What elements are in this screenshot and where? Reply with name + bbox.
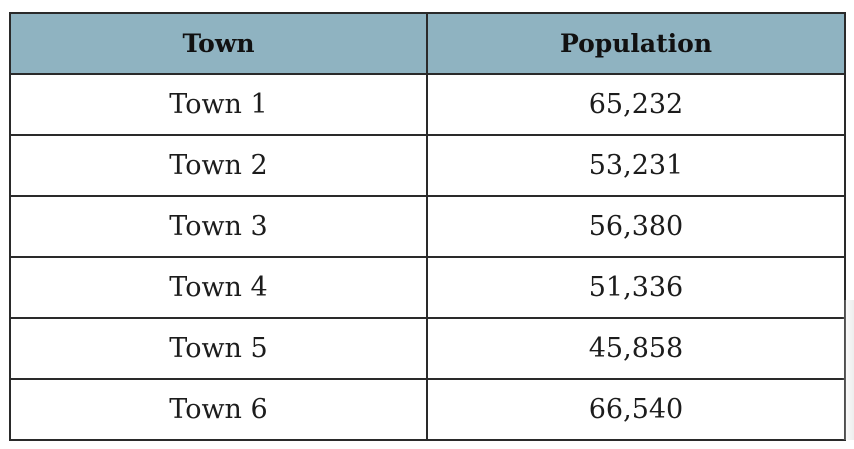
table-row: Town 1 65,232 bbox=[9, 73, 846, 136]
town-cell: Town 6 bbox=[9, 378, 428, 441]
population-cell: 56,380 bbox=[426, 195, 846, 258]
town-column-header: Town bbox=[9, 12, 428, 75]
header-row: Town Population bbox=[9, 12, 846, 75]
page-edge-shadow bbox=[842, 300, 854, 440]
population-cell: 45,858 bbox=[426, 317, 846, 380]
population-cell: 53,231 bbox=[426, 134, 846, 197]
table-row: Town 4 51,336 bbox=[9, 256, 846, 319]
town-cell: Town 1 bbox=[9, 73, 428, 136]
table-row: Town 2 53,231 bbox=[9, 134, 846, 197]
town-cell: Town 3 bbox=[9, 195, 428, 258]
population-cell: 65,232 bbox=[426, 73, 846, 136]
population-table: Town Population Town 1 65,232 Town 2 53,… bbox=[9, 12, 846, 441]
town-cell: Town 2 bbox=[9, 134, 428, 197]
town-cell: Town 4 bbox=[9, 256, 428, 319]
population-cell: 66,540 bbox=[426, 378, 846, 441]
population-cell: 51,336 bbox=[426, 256, 846, 319]
table-row: Town 5 45,858 bbox=[9, 317, 846, 380]
table-row: Town 6 66,540 bbox=[9, 378, 846, 441]
table-row: Town 3 56,380 bbox=[9, 195, 846, 258]
town-cell: Town 5 bbox=[9, 317, 428, 380]
population-column-header: Population bbox=[426, 12, 846, 75]
